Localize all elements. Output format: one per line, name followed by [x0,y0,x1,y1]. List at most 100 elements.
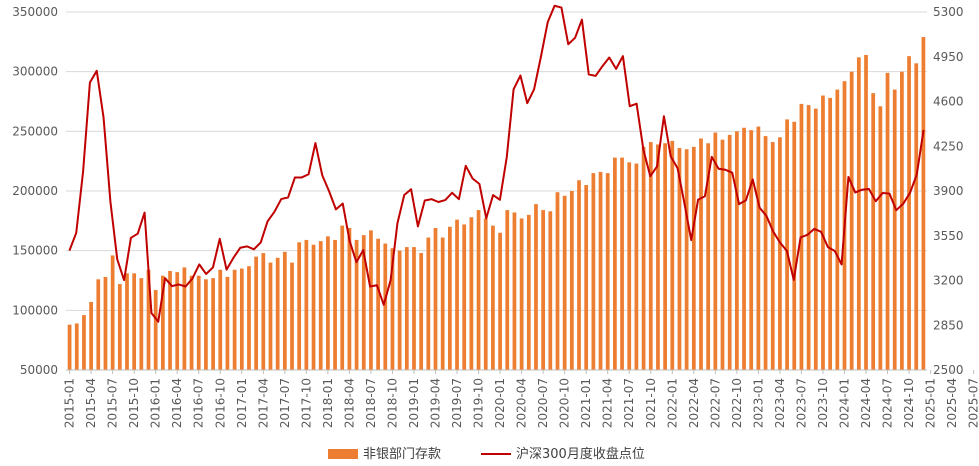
deposit-bar [634,163,639,370]
deposit-bar [483,218,488,370]
deposit-bar [462,224,467,370]
x-tick-label: 2020-01 [493,378,507,428]
deposit-bar [318,241,323,370]
deposit-bar [433,227,438,370]
x-tick-label: 2020-10 [558,378,572,428]
deposit-bar [182,267,187,370]
deposit-bar [756,126,761,370]
deposit-bar [670,140,675,370]
left-y-tick-label: 350000 [12,5,58,19]
x-tick-label: 2017-04 [256,378,270,428]
deposit-bar [706,143,711,370]
x-tick-label: 2024-07 [881,378,895,428]
deposit-bar [871,93,876,370]
right-y-axis: 5300 4950 4600 4250 3900 3550 3200 2850 2500 [933,5,964,377]
legend-bar-label: 非银部门存款 [363,447,441,462]
x-tick-label: 2024-01 [837,378,851,428]
deposit-bar [254,256,259,370]
deposit-bar [885,72,890,371]
deposit-bar [361,235,366,370]
deposit-bar [569,191,574,370]
deposit-bar [110,255,115,370]
x-tick-label: 2016-07 [192,378,206,428]
deposit-bar [620,157,624,370]
deposit-bar [354,239,359,370]
deposit-bar [691,146,696,370]
deposit-bar [397,250,402,370]
deposit-bar [656,144,660,370]
x-tick-label: 2022-07 [708,378,722,428]
x-tick-label: 2020-04 [515,378,529,428]
x-tick-label: 2018-04 [342,378,356,428]
deposit-bar [139,278,144,370]
gridlines [66,11,927,371]
left-y-tick-label: 200000 [12,184,58,198]
deposit-bar [907,56,911,371]
deposit-bar [792,121,797,370]
deposit-bar [555,192,560,370]
x-tick-label: 2016-04 [170,378,184,428]
deposit-bar [476,210,481,370]
deposit-bar [196,275,201,370]
deposit-bar [749,130,754,370]
deposit-bar [232,269,237,370]
deposit-bar [605,173,610,370]
deposit-bar [469,217,474,370]
deposit-bar [146,269,151,370]
right-y-tick-label: 3900 [933,184,964,198]
deposit-bar [548,211,553,370]
x-tick-label: 2017-07 [278,378,292,428]
deposit-bar [426,237,431,370]
deposit-bar [89,301,93,370]
deposit-bar [275,257,280,370]
deposit-bar [914,63,919,371]
x-tick-label: 2023-04 [773,378,787,428]
right-y-tick-label: 4600 [933,95,964,109]
deposit-bar [117,284,122,370]
x-tick-label: 2020-07 [536,378,550,428]
deposit-bar [239,268,244,370]
deposit-bar [175,272,180,370]
deposit-bar [447,226,452,370]
deposit-bars [67,37,926,371]
left-y-tick-label: 250000 [12,124,58,138]
x-tick-label: 2019-10 [472,378,486,428]
deposit-bar [828,97,833,371]
x-tick-label: 2021-04 [601,378,615,428]
deposit-bar [168,270,172,370]
deposit-bar [404,247,409,370]
right-y-tick-label: 2500 [933,363,964,377]
x-tick-label: 2025-07 [967,378,979,428]
x-tick-label: 2018-10 [385,378,399,428]
deposit-bar [211,278,215,370]
deposit-bar [412,247,416,370]
deposit-bar [785,119,789,371]
left-y-tick-label: 50000 [20,363,58,377]
deposit-bar [333,239,337,370]
deposit-bar [103,276,108,370]
deposit-bar [892,89,897,371]
deposit-bar [261,253,266,370]
deposit-bar [132,273,137,370]
legend-line-label: 沪深300月度收盘点位 [516,446,645,462]
deposit-bar [218,269,223,370]
deposit-bar [455,219,459,370]
deposit-bar [290,262,294,370]
deposit-bar [498,232,502,370]
deposit-bar [340,225,345,370]
deposit-bar [856,57,861,370]
deposit-bar [684,149,689,370]
deposit-bar [541,210,546,370]
x-tick-label: 2021-01 [579,378,593,428]
deposit-bar [526,214,531,370]
deposit-bar [591,173,596,370]
deposit-bar [304,239,309,370]
deposit-bar [297,242,302,370]
deposit-bar [519,218,524,370]
deposit-bar [584,185,589,370]
deposit-bar [720,139,725,370]
deposit-bar [713,132,718,370]
deposit-bar [153,290,158,370]
